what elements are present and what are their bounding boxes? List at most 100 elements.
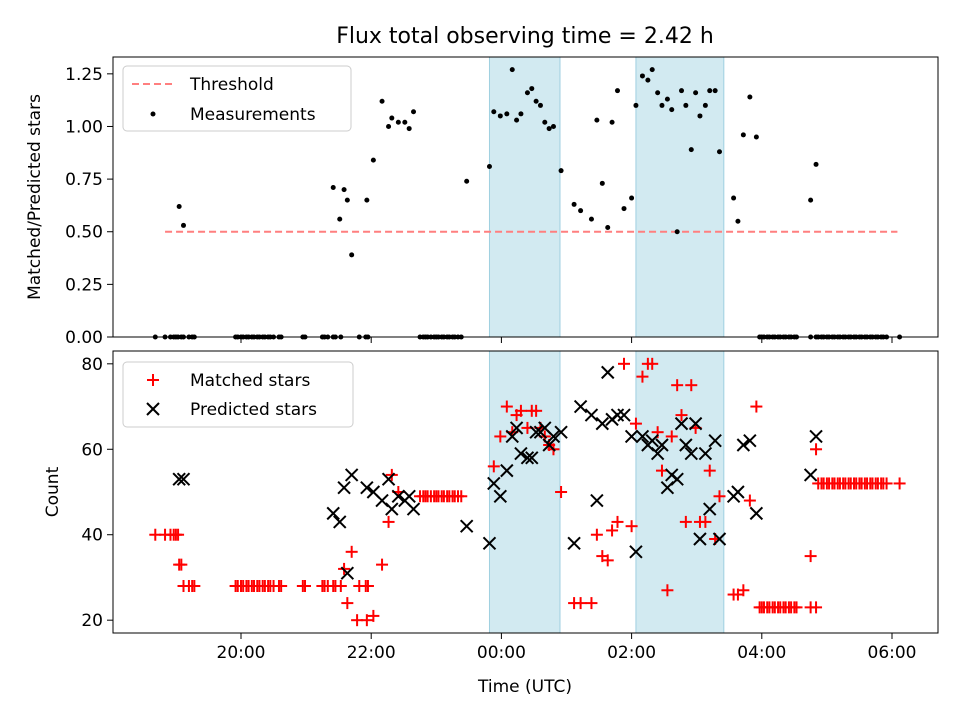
predicted-star-point bbox=[482, 536, 497, 550]
predicted-star-point bbox=[809, 429, 823, 444]
predicted-star-point bbox=[688, 416, 703, 431]
matched-star-point bbox=[611, 515, 624, 528]
measurement-point bbox=[669, 107, 675, 113]
measurement-point bbox=[621, 206, 627, 212]
top-plot-frame bbox=[112, 56, 939, 338]
measurement-point bbox=[395, 119, 401, 125]
predicted-star-point bbox=[743, 434, 757, 448]
measurement-point bbox=[533, 98, 539, 104]
measurement-point bbox=[542, 119, 548, 125]
measurement-point bbox=[509, 67, 515, 73]
predicted-star-point bbox=[693, 532, 707, 546]
measurement-point bbox=[740, 132, 746, 138]
predicted-star-point bbox=[487, 476, 501, 491]
bottom-legend-box bbox=[122, 361, 354, 428]
measurement-point bbox=[753, 134, 759, 140]
measurement-point bbox=[524, 90, 530, 96]
predicted-star-point bbox=[344, 468, 359, 482]
predicted-star-point bbox=[529, 425, 543, 439]
measurement-point bbox=[406, 126, 412, 132]
predicted-star-point bbox=[624, 429, 639, 444]
measurement-point bbox=[504, 111, 510, 117]
matched-star-point bbox=[713, 490, 726, 503]
matched-star-point bbox=[685, 379, 698, 392]
matched-star-point bbox=[625, 520, 638, 533]
matched-star-point bbox=[275, 580, 288, 592]
measurement-point bbox=[645, 77, 651, 83]
bottom-legend: Matched stars Predicted stars bbox=[122, 361, 354, 428]
bottom-y-axis-label: Count bbox=[43, 466, 63, 517]
matched-star-point bbox=[646, 357, 659, 370]
y-tick-label: 20 bbox=[81, 611, 103, 631]
predicted-star-point bbox=[698, 446, 713, 461]
matched-star-point bbox=[750, 400, 763, 413]
matched-star-point bbox=[376, 558, 389, 571]
measurement-point bbox=[605, 225, 611, 231]
predicted-star-point bbox=[684, 446, 698, 461]
matched-star-point bbox=[299, 580, 312, 592]
measurement-point bbox=[659, 102, 665, 108]
matched-star-point bbox=[494, 430, 507, 443]
measurement-point bbox=[633, 102, 639, 108]
measurement-point bbox=[813, 161, 819, 167]
measurement-point bbox=[707, 88, 713, 94]
measurement-point bbox=[679, 88, 685, 94]
predicted-star-point bbox=[655, 438, 669, 452]
matched-star-point bbox=[679, 515, 692, 528]
measurement-point bbox=[337, 216, 343, 222]
measurement-point bbox=[808, 197, 814, 203]
measurement-point bbox=[180, 222, 186, 228]
top-x-axis bbox=[240, 337, 893, 343]
measurement-point bbox=[639, 73, 645, 79]
shaded-interval bbox=[488, 56, 561, 338]
matched-star-point bbox=[629, 417, 642, 430]
measurement-point bbox=[402, 119, 408, 125]
matched-star-point bbox=[737, 584, 750, 597]
predicted-star-point bbox=[708, 434, 722, 448]
matched-star-point bbox=[341, 597, 354, 610]
predicted-star-point bbox=[542, 438, 556, 452]
y-tick-label: 0.25 bbox=[65, 275, 103, 295]
matched-star-point bbox=[530, 404, 543, 417]
predicted-star-point bbox=[573, 399, 588, 414]
x-tick-label: 00:00 bbox=[477, 643, 526, 663]
measurement-point bbox=[664, 96, 670, 102]
matched-star-point bbox=[606, 524, 619, 537]
matched-star-point bbox=[487, 460, 500, 473]
measurement-point bbox=[688, 147, 694, 153]
measurement-point bbox=[529, 86, 535, 92]
predicted-star-point bbox=[670, 472, 684, 486]
matched-star-point bbox=[671, 379, 684, 392]
matched-star-point bbox=[810, 601, 823, 614]
measurement-point bbox=[514, 117, 520, 123]
predicted-star-point bbox=[584, 408, 599, 422]
measurement-point bbox=[578, 208, 584, 214]
predicted-star-point bbox=[595, 416, 610, 431]
predicted-star-point bbox=[567, 536, 581, 550]
measurement-point bbox=[693, 90, 699, 96]
matched-star-point bbox=[367, 609, 380, 622]
bottom-count-points bbox=[149, 357, 906, 627]
predicted-star-point bbox=[509, 421, 524, 435]
measurement-point bbox=[594, 117, 600, 123]
matched-star-point bbox=[699, 515, 712, 528]
measurement-point bbox=[386, 123, 392, 129]
matched-star-point bbox=[636, 370, 649, 383]
predicted-star-point bbox=[391, 489, 406, 503]
measurement-point bbox=[176, 203, 182, 209]
predicted-star-point bbox=[360, 481, 374, 495]
measurement-point bbox=[330, 185, 336, 191]
measurement-point bbox=[518, 111, 524, 117]
predicted-star-point bbox=[505, 429, 519, 444]
predicted-star-point bbox=[674, 416, 689, 431]
y-tick-label: 0.75 bbox=[65, 170, 103, 190]
measurement-point bbox=[697, 113, 703, 119]
predicted-star-point bbox=[176, 472, 191, 486]
predicted-star-point bbox=[525, 451, 539, 465]
matched-star-point bbox=[655, 464, 668, 477]
measurement-point bbox=[614, 88, 620, 94]
matched-star-point bbox=[790, 601, 803, 614]
measurement-point bbox=[629, 195, 635, 201]
matched-star-point bbox=[345, 545, 358, 558]
